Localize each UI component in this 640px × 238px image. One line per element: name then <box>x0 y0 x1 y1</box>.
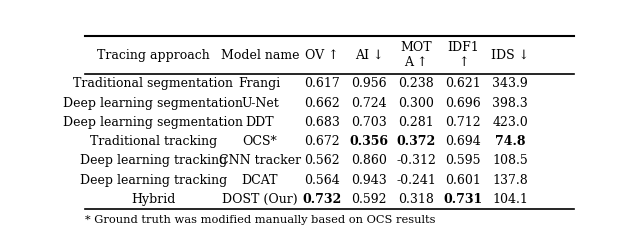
Text: Deep learning segmentation: Deep learning segmentation <box>63 116 243 129</box>
Text: -0.312: -0.312 <box>396 154 436 168</box>
Text: 0.732: 0.732 <box>302 193 341 206</box>
Text: 108.5: 108.5 <box>492 154 528 168</box>
Text: 0.238: 0.238 <box>398 78 434 90</box>
Text: 423.0: 423.0 <box>492 116 528 129</box>
Text: AI ↓: AI ↓ <box>355 49 383 62</box>
Text: 0.601: 0.601 <box>445 174 481 187</box>
Text: Hybrid: Hybrid <box>131 193 175 206</box>
Text: 0.662: 0.662 <box>304 97 340 110</box>
Text: 0.696: 0.696 <box>445 97 481 110</box>
Text: 137.8: 137.8 <box>492 174 528 187</box>
Text: IDF1
↑: IDF1 ↑ <box>447 41 479 69</box>
Text: OV ↑: OV ↑ <box>305 49 339 62</box>
Text: Deep learning tracking: Deep learning tracking <box>79 174 227 187</box>
Text: 0.621: 0.621 <box>445 78 481 90</box>
Text: Frangi: Frangi <box>239 78 281 90</box>
Text: 0.564: 0.564 <box>304 174 340 187</box>
Text: MOT
A ↑: MOT A ↑ <box>400 41 432 69</box>
Text: 343.9: 343.9 <box>492 78 528 90</box>
Text: 0.672: 0.672 <box>304 135 340 148</box>
Text: CNN tracker: CNN tracker <box>219 154 301 168</box>
Text: 104.1: 104.1 <box>492 193 528 206</box>
Text: Traditional tracking: Traditional tracking <box>90 135 217 148</box>
Text: 0.694: 0.694 <box>445 135 481 148</box>
Text: U-Net: U-Net <box>241 97 278 110</box>
Text: 0.943: 0.943 <box>351 174 387 187</box>
Text: Traditional segmentation: Traditional segmentation <box>73 78 233 90</box>
Text: 0.592: 0.592 <box>351 193 387 206</box>
Text: 0.595: 0.595 <box>445 154 481 168</box>
Text: 0.562: 0.562 <box>304 154 340 168</box>
Text: 0.956: 0.956 <box>351 78 387 90</box>
Text: Tracing approach: Tracing approach <box>97 49 209 62</box>
Text: 0.731: 0.731 <box>444 193 483 206</box>
Text: 74.8: 74.8 <box>495 135 525 148</box>
Text: 0.703: 0.703 <box>351 116 387 129</box>
Text: 0.372: 0.372 <box>396 135 436 148</box>
Text: * Ground truth was modified manually based on OCS results: * Ground truth was modified manually bas… <box>85 215 435 225</box>
Text: 0.356: 0.356 <box>349 135 388 148</box>
Text: 0.300: 0.300 <box>398 97 434 110</box>
Text: 0.712: 0.712 <box>445 116 481 129</box>
Text: Deep learning segmentation: Deep learning segmentation <box>63 97 243 110</box>
Text: OCS*: OCS* <box>243 135 277 148</box>
Text: 0.318: 0.318 <box>398 193 434 206</box>
Text: 398.3: 398.3 <box>492 97 528 110</box>
Text: IDS ↓: IDS ↓ <box>492 49 529 62</box>
Text: DDT: DDT <box>246 116 274 129</box>
Text: Deep learning tracking: Deep learning tracking <box>79 154 227 168</box>
Text: DCAT: DCAT <box>241 174 278 187</box>
Text: -0.241: -0.241 <box>396 174 436 187</box>
Text: 0.860: 0.860 <box>351 154 387 168</box>
Text: Model name: Model name <box>221 49 299 62</box>
Text: 0.683: 0.683 <box>304 116 340 129</box>
Text: 0.724: 0.724 <box>351 97 387 110</box>
Text: DOST (Our): DOST (Our) <box>222 193 298 206</box>
Text: 0.281: 0.281 <box>398 116 434 129</box>
Text: 0.617: 0.617 <box>304 78 340 90</box>
